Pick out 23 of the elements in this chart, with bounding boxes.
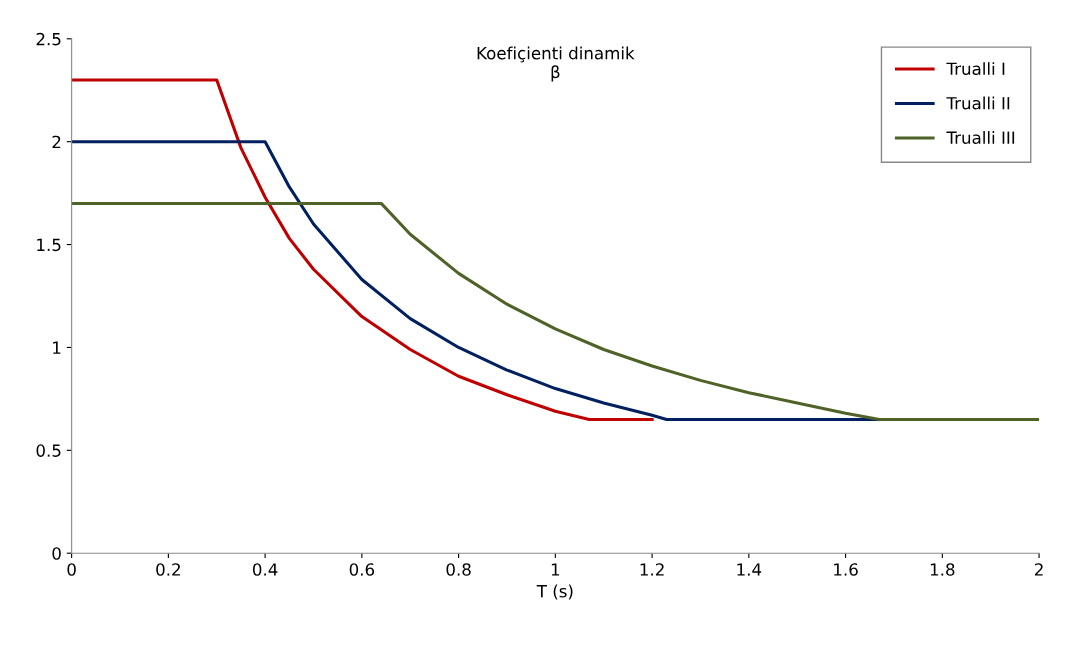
x-tick-label: 1.2 xyxy=(640,563,664,576)
x-tick-label: 1.8 xyxy=(930,563,955,576)
y-tick-label: 1.5 xyxy=(37,238,61,252)
x-tick-label: 1.6 xyxy=(834,563,858,576)
legend-label: Trualli III xyxy=(946,131,1015,144)
x-tick-label: 0 xyxy=(67,563,76,576)
y-tick-label: 0 xyxy=(52,547,61,560)
y-tick-label: 0.5 xyxy=(36,444,61,457)
legend-label: Trualli I xyxy=(946,62,1005,76)
line-series xyxy=(71,201,1040,421)
legend-label: Trualli II xyxy=(946,96,1010,110)
y-tick-label: 1 xyxy=(53,341,61,354)
x-tick-label: 2 xyxy=(1034,563,1043,576)
x-tick-label: 0.2 xyxy=(156,563,180,576)
x-tick-label: 1.4 xyxy=(737,563,762,576)
text: Koefiçienti dinamik β xyxy=(477,46,635,82)
y-tick-label: 2.5 xyxy=(36,32,61,46)
x-tick-label: 0.4 xyxy=(252,563,278,576)
x-tick-label: 1 xyxy=(551,563,560,576)
x-tick-label: 0.6 xyxy=(349,563,375,576)
y-tick-label: 2 xyxy=(52,135,61,149)
x-axis-title: T (s) xyxy=(536,584,573,600)
x-tick-label: 0.8 xyxy=(446,563,471,576)
